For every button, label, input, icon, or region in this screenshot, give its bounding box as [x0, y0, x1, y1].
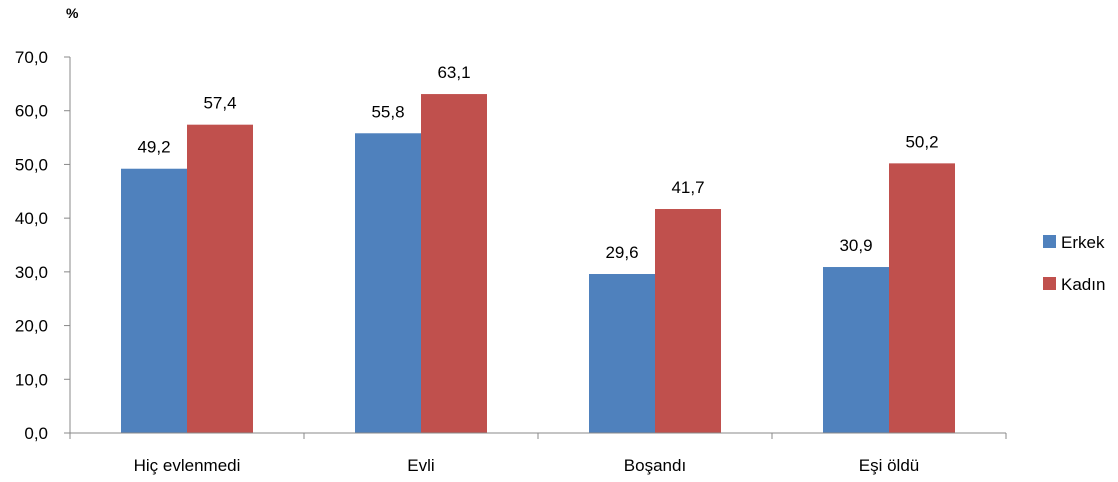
y-tick-label: 70,0 — [15, 48, 48, 67]
bar-erkek — [121, 168, 187, 433]
legend-swatch — [1043, 235, 1056, 248]
y-tick-label: 20,0 — [15, 317, 48, 336]
x-tick-label: Evli — [407, 456, 434, 475]
x-tick-label: Hiç evlenmedi — [134, 456, 241, 475]
y-tick-label: 60,0 — [15, 102, 48, 121]
x-tick-label: Boşandı — [624, 456, 686, 475]
data-label: 29,6 — [605, 243, 638, 262]
y-tick-label: 40,0 — [15, 209, 48, 228]
x-tick-label: Eşi öldü — [859, 456, 919, 475]
bar-erkek — [823, 267, 889, 433]
data-label: 30,9 — [839, 236, 872, 255]
bar-kadin — [187, 124, 253, 434]
bar-kadin — [655, 209, 721, 433]
x-axis: Hiç evlenmedi Evli Boşandı Eşi öldü — [69, 432, 1007, 475]
y-tick-label: 0,0 — [24, 424, 48, 443]
data-label: 55,8 — [371, 102, 404, 121]
bars — [121, 94, 955, 434]
bar-kadin — [421, 94, 487, 433]
bar-erkek — [589, 274, 655, 433]
data-labels: 49,2 57,4 55,8 63,1 29,6 41,7 30,9 50,2 — [137, 63, 938, 262]
y-tick-label: 10,0 — [15, 370, 48, 389]
y-tick-label: 50,0 — [15, 155, 48, 174]
y-axis: 0,0 10,0 20,0 30,0 40,0 50,0 60,0 70,0 — [15, 48, 71, 443]
legend-swatch — [1043, 277, 1056, 290]
data-label: 41,7 — [671, 178, 704, 197]
legend-label: Erkek — [1061, 233, 1105, 252]
data-label: 63,1 — [437, 63, 470, 82]
y-unit-label: % — [66, 5, 79, 21]
data-label: 50,2 — [905, 132, 938, 151]
legend-label: Kadın — [1061, 275, 1105, 294]
y-tick-label: 30,0 — [15, 263, 48, 282]
legend: Erkek Kadın — [1043, 233, 1105, 294]
bar-kadin — [889, 163, 955, 433]
data-label: 49,2 — [137, 138, 170, 157]
bar-erkek — [355, 133, 421, 433]
data-label: 57,4 — [203, 94, 236, 113]
